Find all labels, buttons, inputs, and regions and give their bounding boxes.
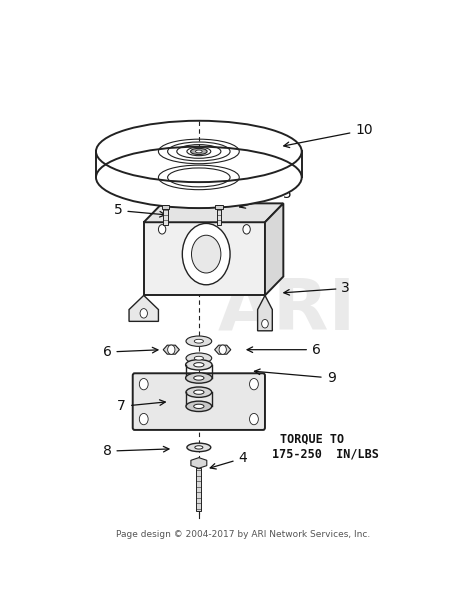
Ellipse shape <box>191 148 207 154</box>
Text: 4: 4 <box>210 451 247 469</box>
Circle shape <box>158 224 166 234</box>
Text: 5: 5 <box>114 204 165 218</box>
Text: 9: 9 <box>255 369 336 385</box>
Text: Page design © 2004-2017 by ARI Network Services, Inc.: Page design © 2004-2017 by ARI Network S… <box>116 530 370 539</box>
Polygon shape <box>258 295 272 331</box>
Polygon shape <box>144 223 265 295</box>
Ellipse shape <box>186 373 212 383</box>
Circle shape <box>168 345 175 354</box>
Text: 7: 7 <box>118 399 165 413</box>
Text: 8: 8 <box>102 444 169 458</box>
Bar <box>196 468 201 511</box>
Circle shape <box>139 378 148 390</box>
Text: 175-250  IN/LBS: 175-250 IN/LBS <box>272 447 379 460</box>
Ellipse shape <box>194 390 204 394</box>
Text: ARI: ARI <box>218 275 356 344</box>
Ellipse shape <box>195 446 203 449</box>
Bar <box>162 205 170 209</box>
Circle shape <box>140 308 147 318</box>
Ellipse shape <box>186 336 212 346</box>
Ellipse shape <box>194 363 204 367</box>
Ellipse shape <box>186 401 212 411</box>
Polygon shape <box>265 204 283 295</box>
Circle shape <box>249 413 258 425</box>
Circle shape <box>139 413 148 425</box>
Bar <box>217 205 221 225</box>
Ellipse shape <box>194 404 204 408</box>
FancyBboxPatch shape <box>133 373 265 430</box>
Circle shape <box>243 224 250 234</box>
Text: 5: 5 <box>239 187 292 208</box>
Ellipse shape <box>194 356 203 360</box>
Text: 6: 6 <box>247 343 321 357</box>
Circle shape <box>219 345 227 354</box>
Bar <box>164 205 168 225</box>
Text: 10: 10 <box>284 123 373 148</box>
Polygon shape <box>191 458 207 468</box>
Bar <box>215 205 223 209</box>
Ellipse shape <box>186 353 212 364</box>
Text: 6: 6 <box>102 345 158 359</box>
Ellipse shape <box>194 376 204 380</box>
Ellipse shape <box>194 340 203 343</box>
Circle shape <box>249 378 258 390</box>
Circle shape <box>262 319 268 328</box>
Polygon shape <box>129 295 158 321</box>
Ellipse shape <box>186 387 212 397</box>
Polygon shape <box>144 204 283 223</box>
Circle shape <box>191 235 221 273</box>
Ellipse shape <box>186 360 212 370</box>
Ellipse shape <box>96 147 301 208</box>
Circle shape <box>182 223 230 285</box>
Polygon shape <box>163 345 179 354</box>
Polygon shape <box>215 345 231 354</box>
Ellipse shape <box>196 150 202 153</box>
Text: TORQUE TO: TORQUE TO <box>280 433 344 446</box>
Text: 3: 3 <box>284 281 350 295</box>
Ellipse shape <box>187 443 211 452</box>
